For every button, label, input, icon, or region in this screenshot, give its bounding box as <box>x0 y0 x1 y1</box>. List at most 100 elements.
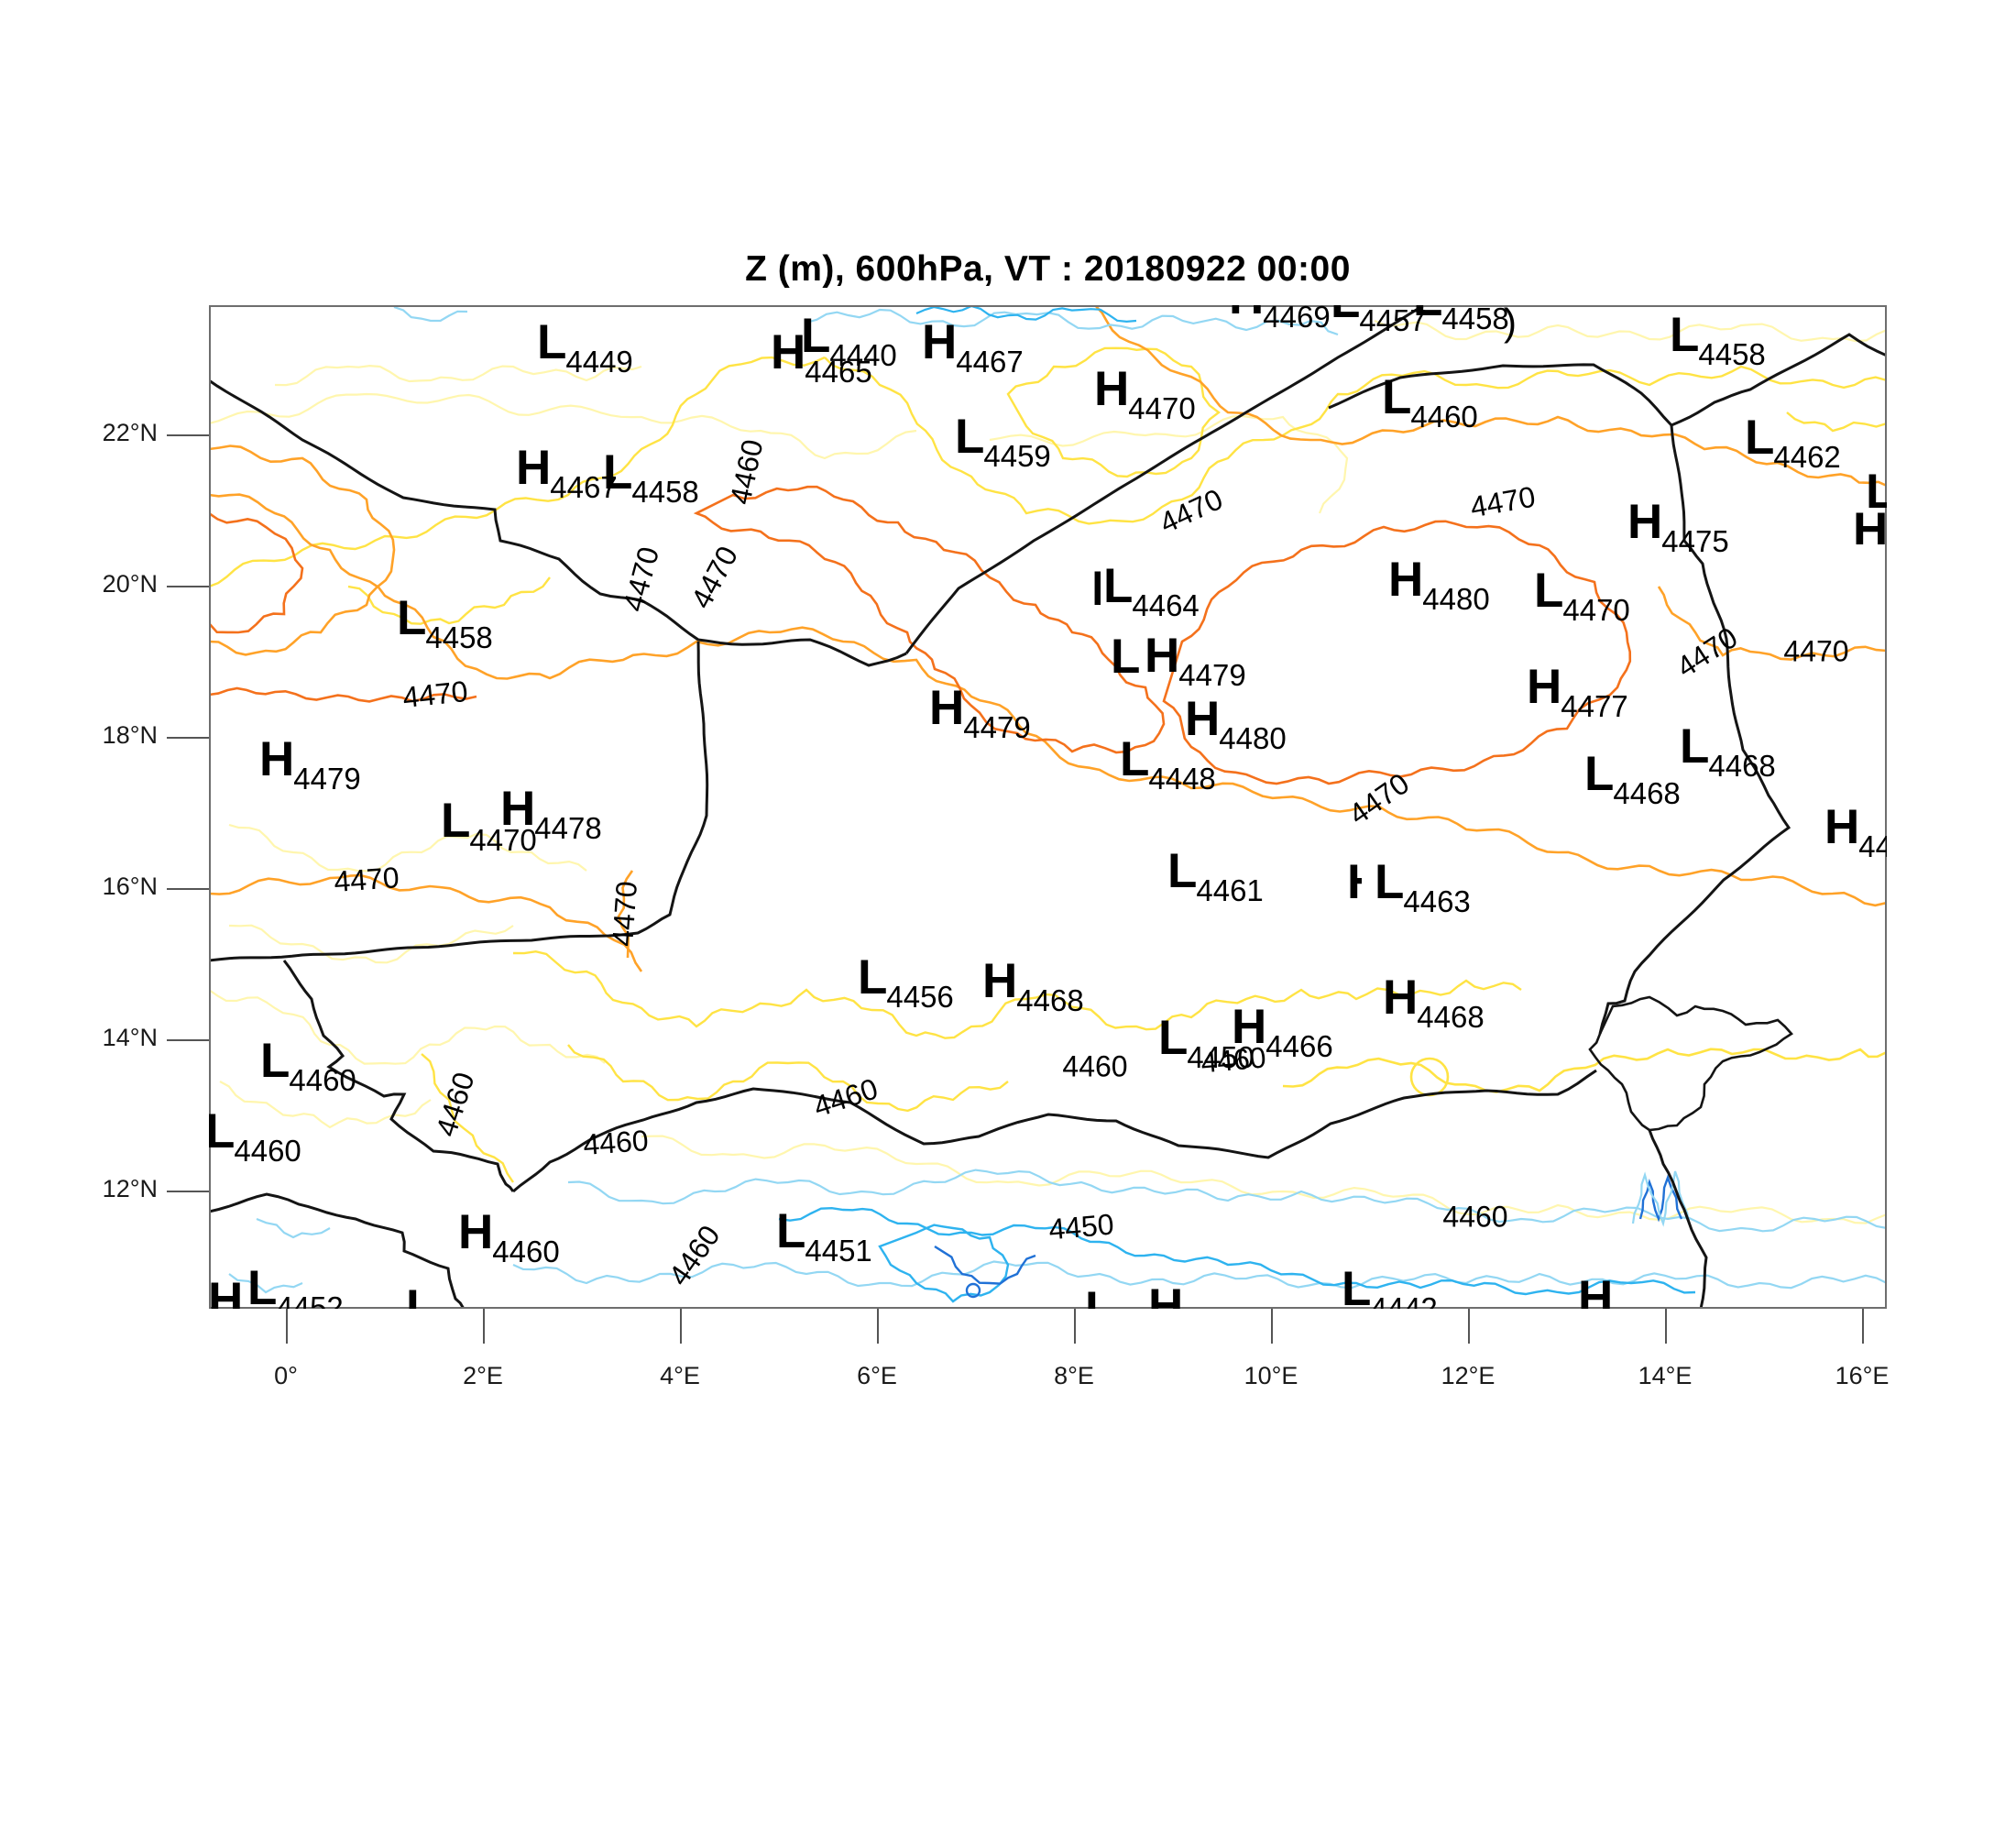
lat-tick-mark <box>167 1191 209 1192</box>
marker-value: 4457 <box>1359 305 1427 337</box>
marker-value: 4462 <box>1773 440 1841 474</box>
marker-letter: L <box>1745 411 1774 465</box>
contour-line <box>219 1081 432 1129</box>
contour-label-4470: 4470 <box>1342 766 1416 831</box>
country-border <box>282 960 515 1192</box>
lat-tick-label: 20°N <box>102 569 158 598</box>
contour-line <box>878 1224 1010 1303</box>
marker-value: 4464 <box>1132 588 1200 622</box>
marker-letter: L <box>603 445 632 499</box>
marker-letter: L <box>260 1034 290 1088</box>
contour-line <box>567 1044 1009 1113</box>
country-border <box>1598 424 1791 1035</box>
high-marker-4479: H4479 <box>929 684 1031 744</box>
marker-value: 4470 <box>1128 391 1196 425</box>
contour-line <box>209 392 917 460</box>
contour-line <box>934 1245 1036 1285</box>
lake-outline <box>1588 995 1793 1132</box>
contour-line <box>641 1135 1887 1224</box>
marker-letter: L <box>1866 465 1887 519</box>
marker-value: 4442 <box>1370 1291 1438 1309</box>
marker-value: 4459 <box>983 439 1051 473</box>
marker-letter: H <box>771 325 805 379</box>
lon-tick-label: 4°E <box>660 1362 700 1389</box>
low-marker-4468: L4468 <box>1584 750 1681 810</box>
contour-line <box>915 305 1137 324</box>
marker-value: 4479 <box>293 762 361 796</box>
marker-value: 4478 <box>534 811 602 845</box>
marker-value: 4470 <box>469 823 537 857</box>
marker-letter: H <box>1229 305 1264 324</box>
contour-line <box>1631 1170 1691 1227</box>
contour-line <box>512 949 1522 1039</box>
contour-line <box>209 445 396 656</box>
contour-label-4470: 4470 <box>400 674 470 715</box>
lon-tick-mark <box>1271 1309 1273 1344</box>
marker-letter: H <box>259 732 294 786</box>
contour-line <box>209 873 643 972</box>
contour-line <box>1657 586 1887 661</box>
lon-tick-mark <box>483 1309 485 1344</box>
low-marker-4460: L4460 <box>209 1107 301 1168</box>
marker-value: 4468 <box>1417 1000 1485 1034</box>
lat-tick-label: 14°N <box>102 1023 158 1051</box>
marker-value: 4461 <box>1196 873 1264 907</box>
marker-value: 4448 <box>1148 762 1216 796</box>
marker-letter: H <box>929 681 964 735</box>
low-marker-4470: L4470 <box>1534 566 1630 627</box>
marker-value: 4449 <box>565 345 633 379</box>
map-frame <box>209 305 1887 1309</box>
marker-letter: H <box>1094 362 1129 416</box>
high-marker-44: H44 <box>1824 803 1887 863</box>
marker-layer: L4449H4465L4440H4467H4469L4457L4458L4458… <box>209 305 1887 1309</box>
marker-value: 4469 <box>1263 305 1331 334</box>
marker-letter: L <box>397 591 426 645</box>
low-marker-4463: L4463 <box>1375 858 1471 918</box>
marker-value: 4460 <box>492 1235 560 1268</box>
marker-letter: H <box>1853 508 1887 544</box>
marker-value: 4451 <box>805 1234 872 1268</box>
lon-tick-label: 2°E <box>463 1362 503 1389</box>
country-border <box>904 305 1428 654</box>
marker-letter: H <box>1145 629 1179 683</box>
marker-letter: L <box>209 1104 235 1158</box>
lon-tick-mark <box>680 1309 682 1344</box>
low-marker-4452: L4452 <box>247 1264 344 1309</box>
low-marker-4440: L4440 <box>801 312 897 372</box>
marker-letter: H <box>1232 1000 1266 1054</box>
marker-value: 4479 <box>963 710 1031 744</box>
marker-value: 44 <box>1858 829 1887 863</box>
marker-value: 4467 <box>550 470 618 504</box>
high-marker-4467: H4467 <box>922 318 1024 379</box>
map-title: Z (m), 600hPa, VT : 20180922 00:00 <box>745 249 1351 289</box>
high-marker-4479: H4479 <box>259 735 361 796</box>
marker-letter: L <box>247 1261 277 1309</box>
low-marker-4450: L4450 <box>1158 1014 1255 1074</box>
low-marker: L <box>1866 467 1887 527</box>
low-marker-4459: L4459 <box>955 412 1051 473</box>
marker-letter: L <box>858 950 887 1004</box>
marker-letter: L <box>1342 1262 1371 1309</box>
high-marker: H <box>209 1276 243 1309</box>
contour-line <box>228 823 587 873</box>
high-marker: H <box>1148 1282 1183 1309</box>
marker-letter: L <box>1375 855 1404 909</box>
contour-line <box>393 305 468 323</box>
lon-tick-mark <box>1862 1309 1864 1344</box>
lon-tick-label: 0° <box>274 1362 298 1389</box>
high-marker-4469: H4469 <box>1229 305 1331 334</box>
contour-line <box>1786 412 1887 433</box>
contour-label-4460: 4460 <box>662 1219 727 1292</box>
contour-label-4470: 4470 <box>1783 634 1849 668</box>
marker-letter: L <box>441 794 470 848</box>
marker-letter: L <box>1584 747 1614 801</box>
high-marker-4470: H4470 <box>1094 365 1196 425</box>
marker-letter: L <box>1111 630 1140 684</box>
lat-tick-mark <box>167 434 209 436</box>
marker-letter: H <box>1627 495 1662 549</box>
marker-value: 4460 <box>234 1134 301 1168</box>
contour-line <box>347 576 551 625</box>
marker-value: 4467 <box>956 345 1024 379</box>
low-marker-4462: L4462 <box>1745 413 1841 474</box>
